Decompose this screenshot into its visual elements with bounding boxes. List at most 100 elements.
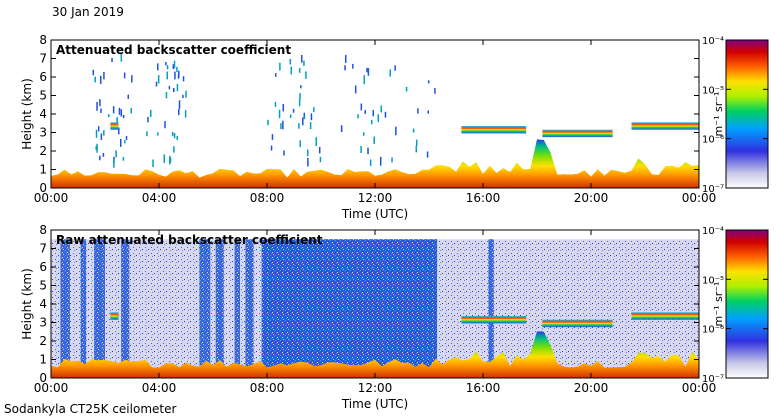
x-axis-label: Time (UTC)	[341, 397, 408, 411]
scatter-return	[344, 55, 347, 63]
scatter-return	[303, 116, 306, 120]
scatter-return	[118, 107, 121, 115]
scatter-return	[377, 114, 380, 123]
scatter-return	[102, 152, 105, 157]
scatter-return	[169, 157, 172, 163]
scatter-return	[92, 69, 95, 76]
scatter-return	[271, 134, 274, 140]
scatter-return	[173, 88, 175, 93]
scatter-return	[97, 126, 100, 132]
scatter-return	[274, 101, 277, 107]
scatter-return	[364, 110, 366, 114]
y-tick-label: 0	[39, 181, 47, 195]
scatter-return	[303, 60, 305, 67]
scatter-return	[282, 103, 285, 112]
date-label: 30 Jan 2019	[52, 5, 124, 19]
x-tick-label: 12:00	[358, 191, 393, 205]
scatter-return	[298, 99, 301, 107]
scatter-return	[298, 123, 300, 129]
scatter-return	[178, 100, 181, 109]
scatter-return	[96, 143, 98, 153]
scatter-return	[165, 91, 168, 99]
x-tick-label: 00:00	[682, 191, 717, 205]
scatter-return	[394, 65, 396, 71]
x-tick-label: 20:00	[574, 381, 609, 395]
scatter-return	[369, 159, 372, 167]
cloud-layer	[110, 122, 119, 130]
colorbar-tick-label: 10⁻⁶	[702, 135, 724, 146]
scatter-return	[96, 101, 98, 111]
scatter-return	[275, 73, 277, 77]
panel-title: Raw attenuated backscatter coefficient	[56, 233, 323, 247]
scatter-return	[157, 132, 159, 136]
x-axis-label: Time (UTC)	[341, 207, 408, 221]
scatter-return	[315, 137, 317, 147]
y-tick-label: 8	[39, 33, 47, 47]
scatter-return	[127, 94, 130, 99]
scatter-return	[318, 146, 321, 154]
scatter-return	[103, 72, 105, 80]
y-tick-label: 0	[39, 371, 47, 385]
scatter-return	[176, 84, 179, 92]
scatter-return	[157, 75, 160, 84]
scatter-return	[99, 99, 101, 107]
scatter-return	[391, 157, 393, 163]
y-tick-label: 7	[39, 242, 47, 256]
scatter-return	[120, 109, 123, 117]
scatter-return	[307, 158, 309, 167]
scatter-return	[379, 156, 382, 166]
footer-label: Sodankyla CT25K ceilometer	[4, 402, 177, 416]
scatter-return	[278, 109, 281, 119]
x-tick-label: 12:00	[358, 381, 393, 395]
cloud-layer	[542, 129, 613, 138]
scatter-return	[405, 86, 408, 92]
noise-stripe	[199, 239, 211, 378]
y-tick-label: 3	[39, 316, 47, 330]
colorbar-tick-label: 10⁻⁴	[702, 36, 724, 47]
scatter-return	[352, 63, 354, 69]
scatter-return	[125, 135, 128, 141]
scatter-return	[165, 61, 167, 66]
scatter-return	[173, 60, 176, 69]
scatter-return	[131, 75, 133, 83]
x-tick-label: 16:00	[466, 381, 501, 395]
scatter-return	[357, 114, 359, 119]
scatter-return	[182, 94, 184, 98]
scatter-return	[124, 139, 126, 144]
scatter-return	[289, 114, 292, 118]
scatter-return	[309, 122, 312, 130]
scatter-return	[164, 121, 166, 129]
scatter-return	[282, 120, 284, 130]
scatter-return	[300, 85, 302, 89]
colorbar-tick-label: 10⁻⁷	[702, 374, 724, 385]
noise-stripe	[94, 239, 105, 378]
scatter-return	[299, 93, 301, 100]
scatter-return	[185, 90, 187, 98]
cloud-layer	[110, 312, 119, 320]
scatter-return	[372, 109, 375, 117]
scatter-return	[270, 145, 273, 151]
scatter-return	[290, 66, 293, 75]
scatter-return	[119, 138, 122, 147]
y-tick-label: 3	[39, 126, 47, 140]
scatter-return	[367, 147, 369, 155]
colorbar-tick-label: 10⁻⁵	[702, 275, 724, 286]
scatter-return	[95, 129, 98, 138]
cloud-layer	[542, 319, 613, 328]
scatter-return	[176, 136, 178, 140]
scatter-return	[174, 71, 176, 80]
scatter-return	[299, 140, 301, 148]
scatter-return	[146, 131, 148, 137]
y-tick-label: 4	[39, 107, 47, 121]
y-tick-label: 1	[39, 163, 47, 177]
scatter-return	[267, 119, 269, 126]
scatter-return	[99, 155, 101, 161]
scatter-return	[120, 53, 123, 62]
scatter-return	[417, 108, 419, 114]
scatter-return	[172, 64, 175, 70]
scatter-return	[279, 62, 281, 71]
scatter-return	[182, 76, 185, 82]
y-tick-label: 1	[39, 353, 47, 367]
y-tick-label: 4	[39, 297, 47, 311]
